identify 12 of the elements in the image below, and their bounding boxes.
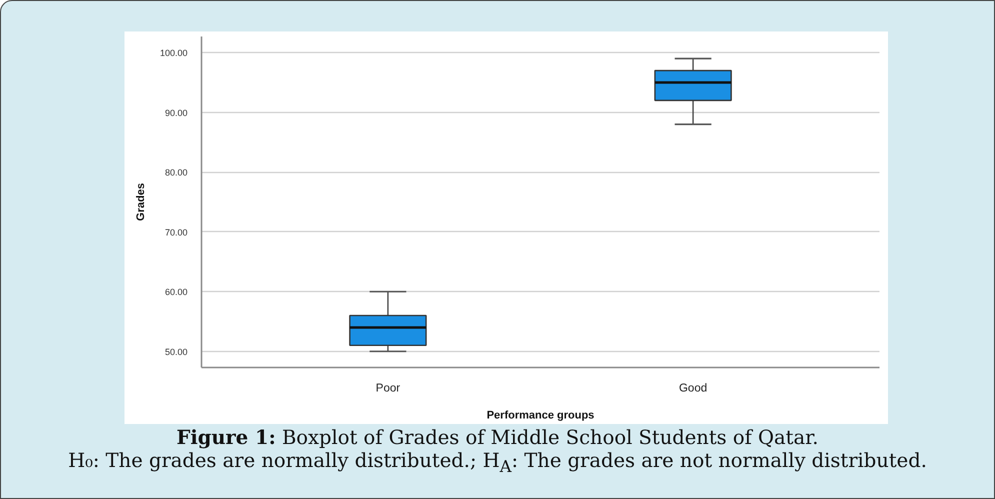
y-tick-label: 60.00 xyxy=(164,287,188,298)
y-tick-label: 50.00 xyxy=(164,346,188,357)
y-tick-label: 70.00 xyxy=(164,227,188,238)
x-tick-label: Good xyxy=(679,382,708,394)
y-tick-label: 80.00 xyxy=(164,168,188,178)
y-tick-label: 90.00 xyxy=(164,108,188,118)
text: H₀: The grades are normally distributed.; H$_{A}$: The grades are not normally distributed. xyxy=(68,449,927,477)
y-axis-title: Grades xyxy=(134,183,147,221)
x-tick-label: Poor xyxy=(376,382,400,394)
x-axis-title: Performance groups xyxy=(486,410,594,422)
caption: Figure 1: Boxplot of Grades of Middle School Students of Qatar. xyxy=(175,426,820,450)
y-tick-label: 100.00 xyxy=(160,48,188,58)
